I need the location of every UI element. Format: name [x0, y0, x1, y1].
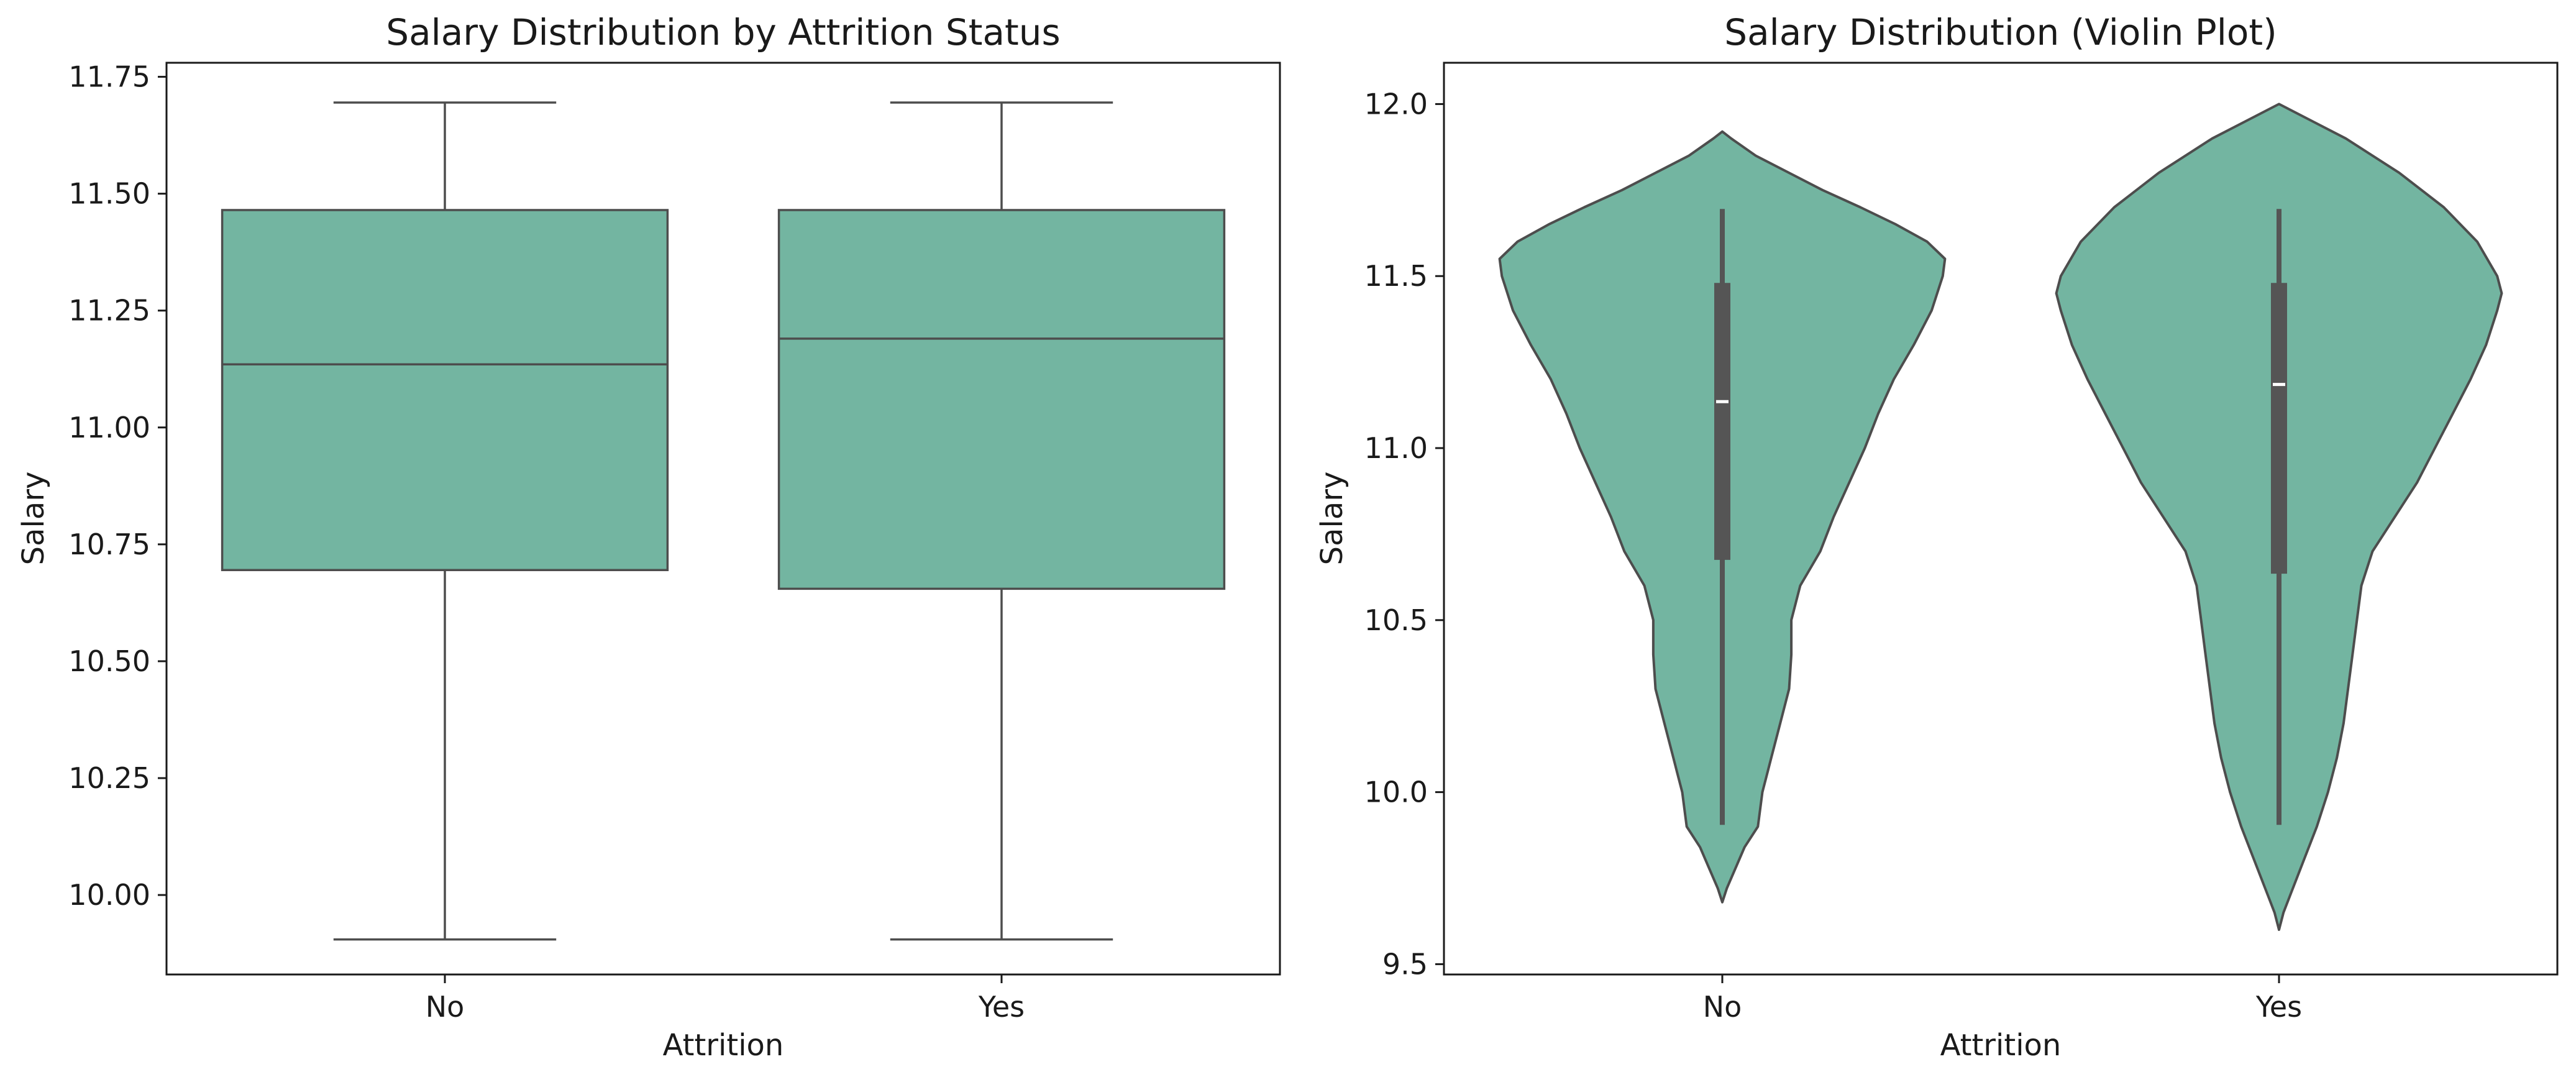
box-plot-y-tick-label: 10.25	[68, 761, 150, 795]
box-plot-y-tick-label: 11.75	[68, 60, 150, 94]
violin-plot-y-tick-label: 11.5	[1364, 259, 1428, 293]
box-iqr-no	[221, 209, 669, 572]
box-plot-x-axis-label: Attrition	[663, 1028, 784, 1063]
box-plot-x-tick-label: Yes	[978, 990, 1025, 1024]
box-plot-y-tick-label: 10.00	[68, 878, 150, 912]
violin-plot-y-tick-label: 9.5	[1382, 947, 1428, 981]
box-plot-axes-frame	[165, 62, 1281, 976]
box-plot-y-tick-label: 10.75	[68, 528, 150, 561]
box-plot-y-axis-label: Salary	[16, 472, 51, 566]
box-iqr-yes	[777, 209, 1226, 590]
box-plot-y-tick-label: 11.25	[68, 294, 150, 328]
box-plot-title: Salary Distribution by Attrition Status	[386, 11, 1060, 53]
violin-plot-y-tick-label: 10.5	[1364, 603, 1428, 637]
violin-plot-axes-frame	[1443, 62, 2559, 976]
violin-plot-y-tick-label: 10.0	[1364, 776, 1428, 809]
violin-plot-y-tick-label: 12.0	[1364, 87, 1428, 121]
violin-plot-x-tick-label: No	[1703, 990, 1742, 1024]
box-plot-y-tick-label: 10.50	[68, 644, 150, 678]
violin-plot-y-tick-label: 11.0	[1364, 431, 1428, 465]
violin-plot-y-axis-label: Salary	[1315, 472, 1350, 566]
violin-plot-x-tick-label: Yes	[2255, 990, 2302, 1024]
box-plot-panel: Salary Distribution by Attrition Status …	[16, 11, 1281, 1063]
box-plot-y-tick-label: 11.50	[68, 177, 150, 211]
violin-plot-title: Salary Distribution (Violin Plot)	[1724, 11, 2277, 53]
box-plot-x-tick-label: No	[426, 990, 465, 1024]
violin-plot-panel: Salary Distribution (Violin Plot) 9.5 10.…	[1315, 11, 2559, 1063]
box-plot-y-tick-label: 11.00	[68, 411, 150, 444]
violin-plot-x-axis-label: Attrition	[1940, 1028, 2062, 1063]
